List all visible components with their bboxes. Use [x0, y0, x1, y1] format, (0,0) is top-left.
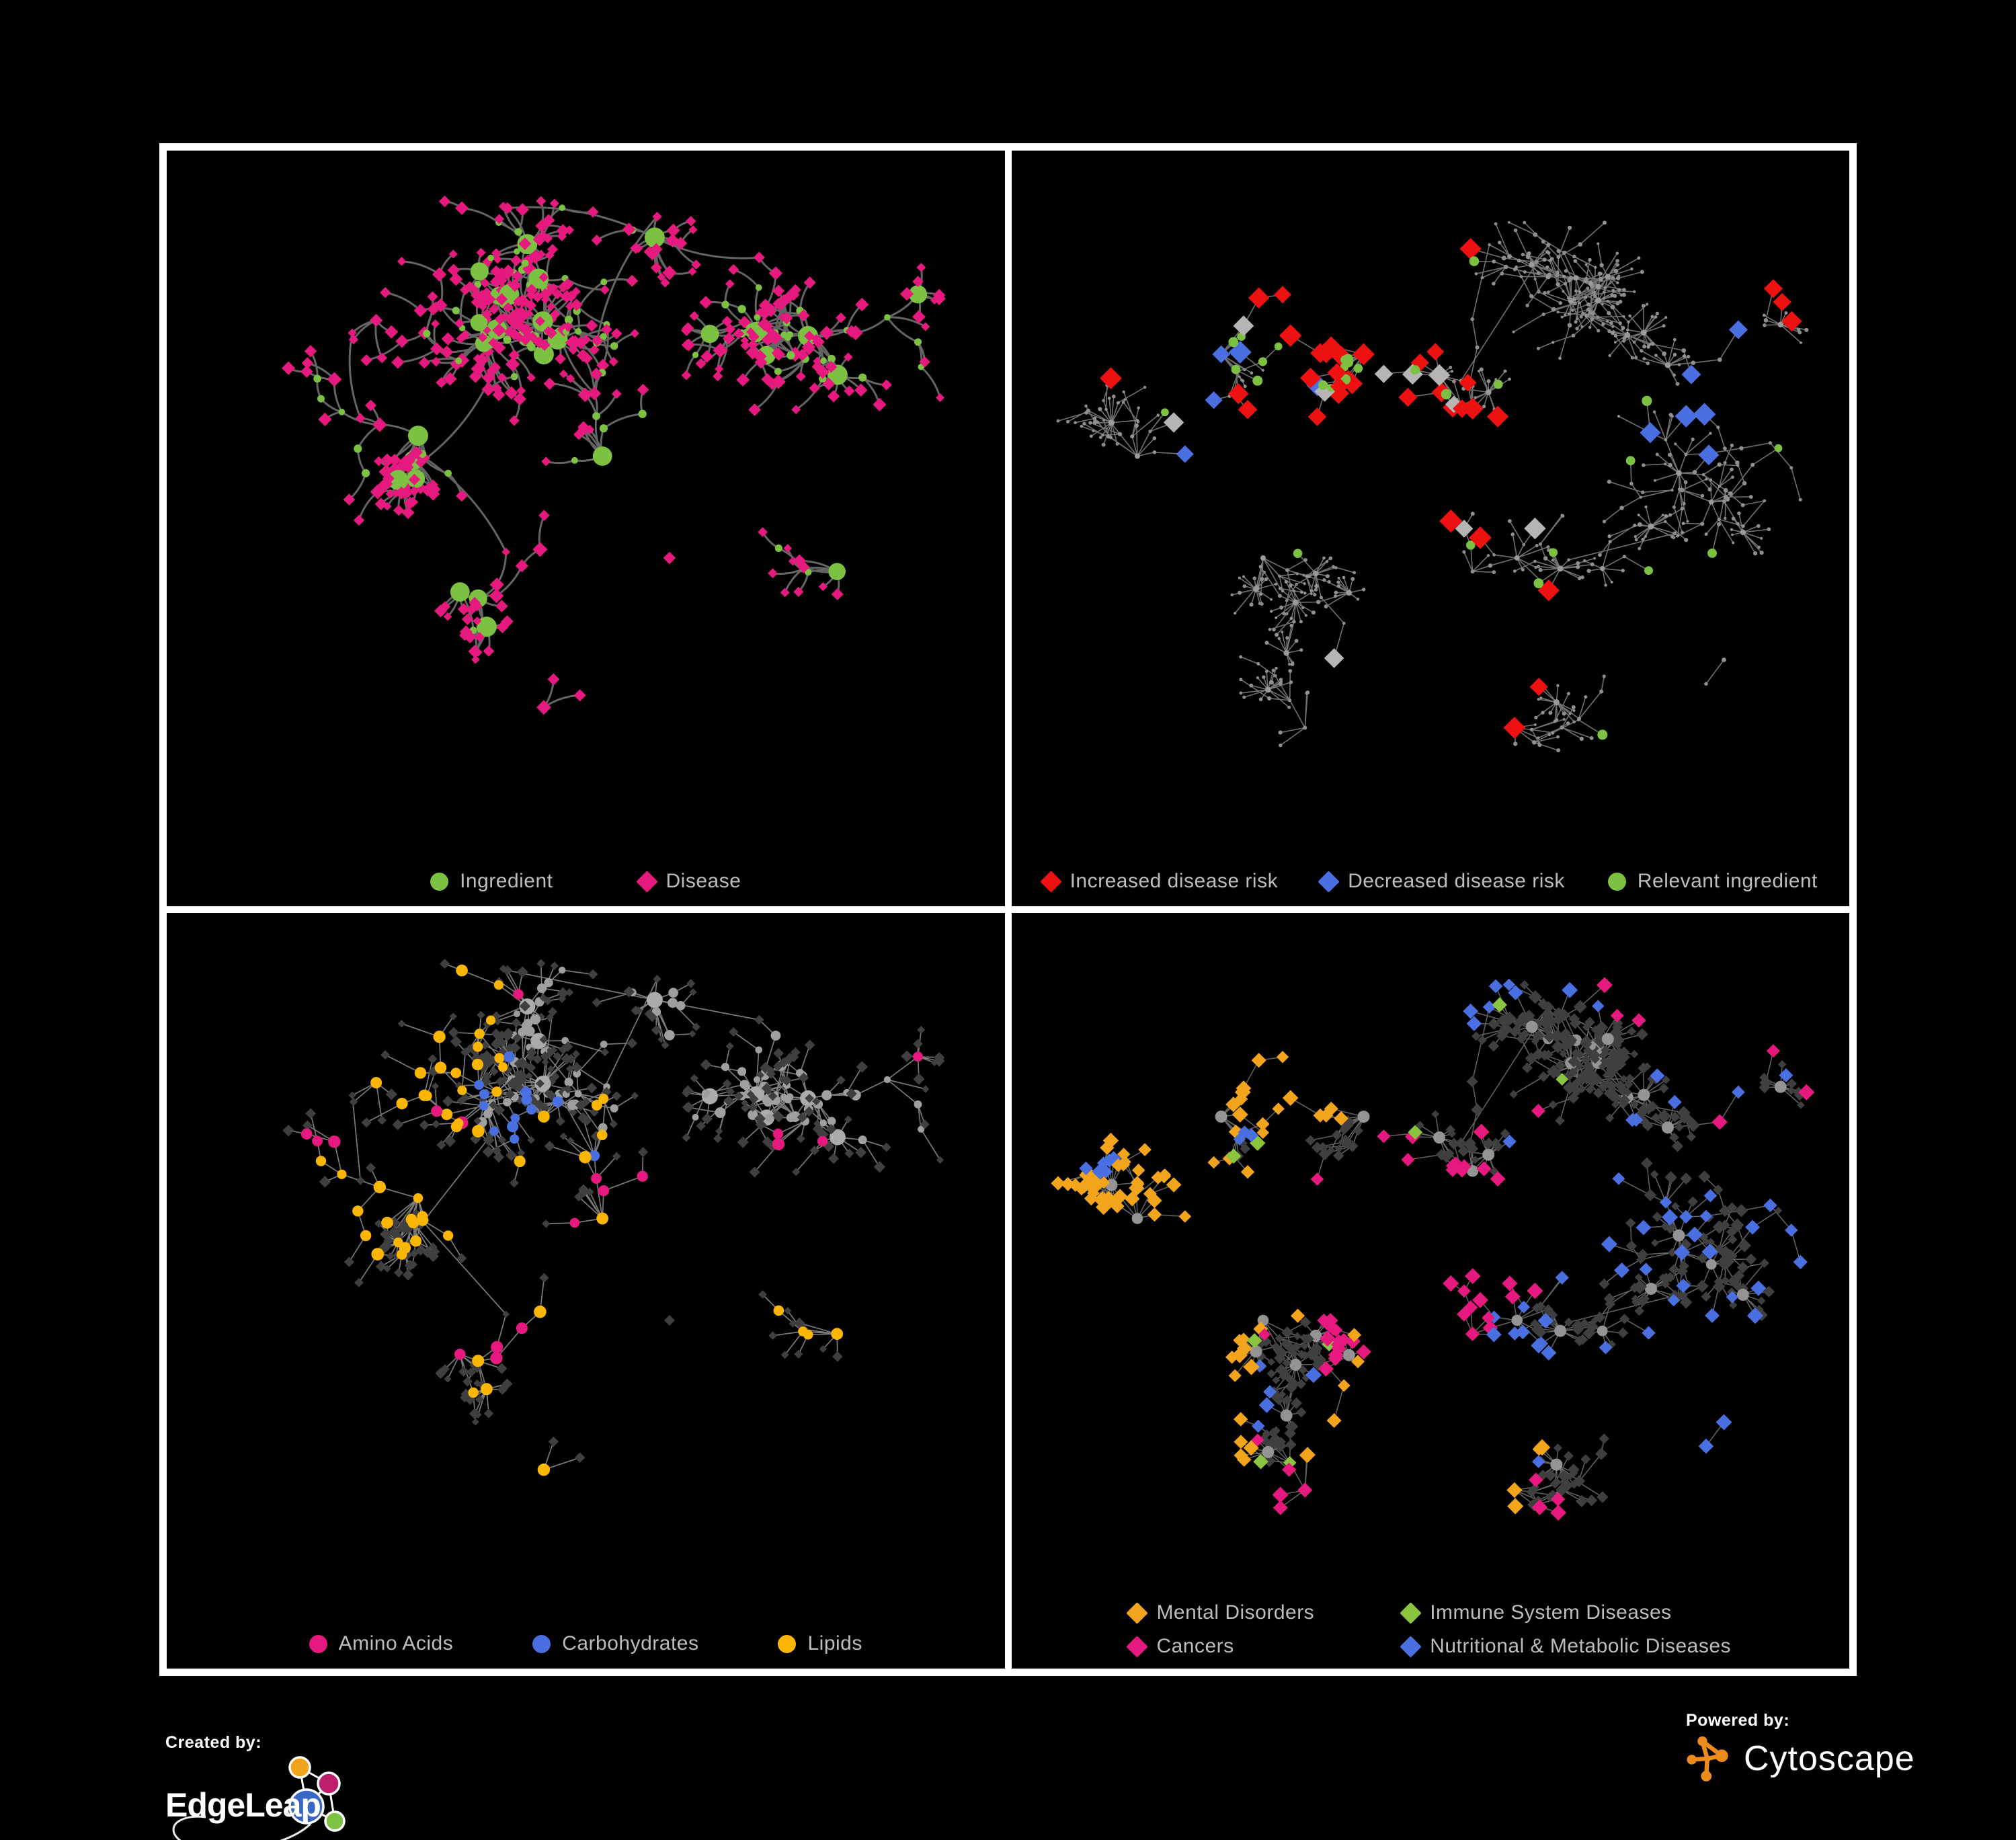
- legend-label: Increased disease risk: [1070, 870, 1279, 892]
- panel-ingredient-disease: Ingredient Disease: [167, 151, 1005, 906]
- lipids-circle-glyph: [778, 1634, 797, 1653]
- edgeleap-wordmark: EdgeLeap: [165, 1786, 321, 1824]
- nutritional-metabolic-diamond-glyph: [1400, 1635, 1422, 1658]
- disease-diamond-glyph: [635, 870, 658, 893]
- legend-item: Carbohydrates: [532, 1632, 698, 1655]
- powered-by-label: Powered by:: [1686, 1711, 1790, 1730]
- cytoscape-wordmark: Cytoscape: [1744, 1739, 1915, 1778]
- decreased-risk-diamond-glyph: [1318, 870, 1340, 893]
- edgeleap-logo: EdgeLeap: [165, 1756, 346, 1840]
- legend-item: Mental Disorders: [1126, 1601, 1315, 1624]
- edgeleap-green-node: [324, 1810, 346, 1832]
- legend-label: Relevant ingredient: [1637, 870, 1818, 892]
- legend-label: Disease: [666, 870, 741, 892]
- legend-label: Cancers: [1156, 1635, 1234, 1657]
- mental-disorders-diamond-glyph: [1126, 1601, 1149, 1624]
- edgeleap-magenta-node: [317, 1771, 341, 1796]
- network-graph-disease-risk: [1056, 221, 1808, 753]
- cytoscape-icon-nodes: [1687, 1736, 1728, 1782]
- legend-ingredient-disease: Ingredient Disease: [167, 870, 1005, 893]
- powered-by-block: Powered by: Cytoscape: [1686, 1711, 1915, 1784]
- legend-label: Lipids: [807, 1632, 862, 1654]
- relevant-ingredient-circle-glyph: [1607, 872, 1626, 891]
- legend-item: Nutritional & Metabolic Diseases: [1400, 1635, 1732, 1658]
- legend-label: Carbohydrates: [562, 1632, 699, 1654]
- panel-disease-categories: Mental Disorders Immune System Diseases …: [1011, 913, 1850, 1669]
- panel-disease-risk: Increased disease risk Decreased disease…: [1011, 151, 1850, 906]
- legend-label: Immune System Diseases: [1430, 1601, 1672, 1624]
- legend-label: Amino Acids: [338, 1632, 454, 1654]
- legend-item: Ingredient: [430, 870, 553, 893]
- network-graph-nutrient-classes: [282, 959, 945, 1476]
- amino-acids-circle-glyph: [309, 1634, 327, 1653]
- legend-item: Relevant ingredient: [1607, 870, 1818, 893]
- legend-item: Decreased disease risk: [1318, 870, 1565, 893]
- legend-item: Amino Acids: [309, 1632, 454, 1655]
- edgeleap-swoosh: [172, 1815, 312, 1840]
- immune-diseases-diamond-glyph: [1400, 1601, 1422, 1624]
- cytoscape-icon: [1687, 1736, 1728, 1782]
- network-graph-ingredient-disease: [281, 195, 946, 715]
- legend-label: Ingredient: [460, 870, 553, 892]
- panel-nutrient-classes: Amino Acids Carbohydrates Lipids: [167, 913, 1005, 1669]
- legend-disease-categories: Mental Disorders Immune System Diseases …: [1012, 1601, 1850, 1658]
- network-graph-disease-categories: [1050, 977, 1814, 1521]
- legend-disease-risk: Increased disease risk Decreased disease…: [1012, 870, 1850, 893]
- legend-nutrient-classes: Amino Acids Carbohydrates Lipids: [167, 1632, 1005, 1655]
- legend-label: Mental Disorders: [1156, 1601, 1315, 1624]
- carbohydrates-circle-glyph: [532, 1634, 551, 1653]
- legend-item: Disease: [635, 870, 741, 893]
- figure-frame: Ingredient Disease Increased disease ris…: [159, 143, 1857, 1676]
- created-by-block: Created by: EdgeLeap: [165, 1733, 374, 1840]
- increased-risk-diamond-glyph: [1039, 870, 1062, 893]
- legend-label: Nutritional & Metabolic Diseases: [1430, 1635, 1732, 1657]
- cancers-diamond-glyph: [1126, 1635, 1149, 1658]
- legend-label: Decreased disease risk: [1348, 870, 1565, 892]
- ingredient-circle-glyph: [430, 872, 449, 891]
- legend-item: Lipids: [778, 1632, 862, 1655]
- legend-item: Increased disease risk: [1039, 870, 1279, 893]
- legend-item: Cancers: [1126, 1635, 1314, 1658]
- created-by-label: Created by:: [165, 1733, 262, 1752]
- legend-item: Immune System Diseases: [1400, 1601, 1731, 1624]
- edgeleap-orange-node: [288, 1756, 311, 1779]
